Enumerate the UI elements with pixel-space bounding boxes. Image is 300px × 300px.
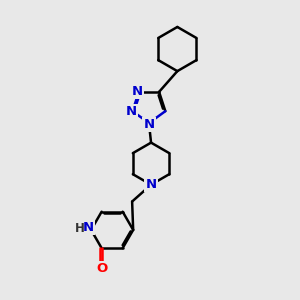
Text: N: N	[82, 221, 94, 234]
Text: O: O	[96, 262, 107, 275]
Text: H: H	[75, 222, 85, 236]
Text: N: N	[126, 105, 137, 118]
Text: N: N	[143, 118, 155, 130]
Text: N: N	[146, 178, 157, 191]
Text: N: N	[132, 85, 143, 98]
